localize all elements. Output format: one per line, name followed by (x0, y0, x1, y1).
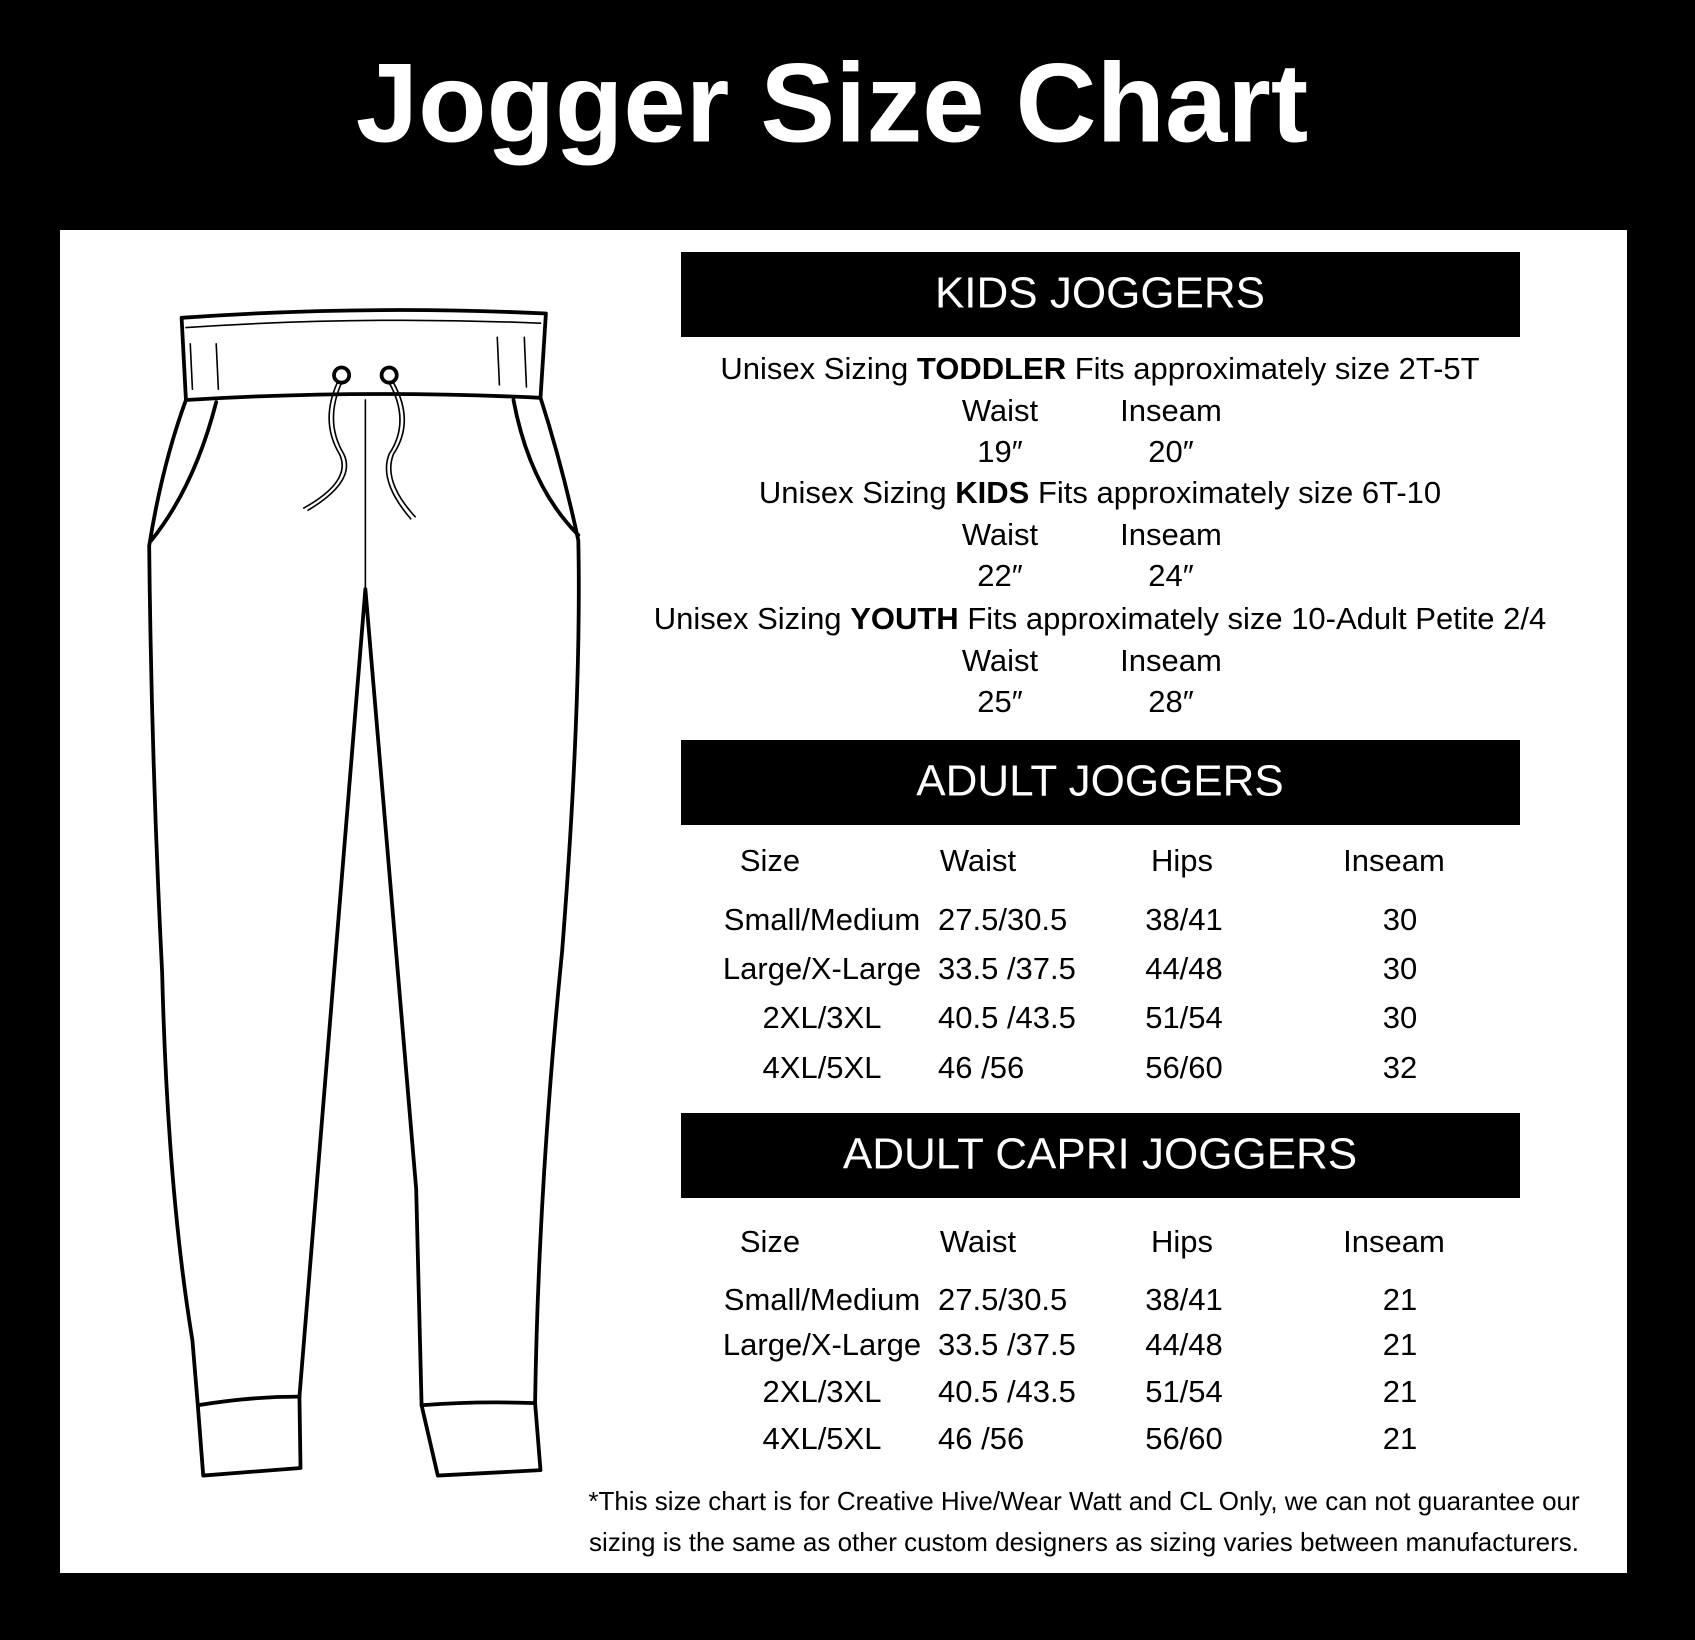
table-cell: 2XL/3XL (763, 1000, 882, 1035)
sizing-prefix: Unisex Sizing (720, 351, 908, 386)
measure-value: 25″ (977, 684, 1022, 719)
content-panel (60, 230, 1627, 1573)
table-cell: 46 /56 (938, 1421, 1024, 1456)
table-cell: 51/54 (1145, 1000, 1223, 1035)
section-bar (681, 740, 1520, 825)
sizing-emphasis: YOUTH (850, 601, 959, 636)
table-cell: 44/48 (1145, 951, 1223, 986)
measure-value: 22″ (977, 558, 1022, 593)
measure-value: 20″ (1148, 434, 1193, 469)
measure-label: Waist (962, 393, 1039, 428)
table-cell: 4XL/5XL (763, 1050, 882, 1085)
section-bar (681, 1113, 1520, 1198)
section-heading: ADULT CAPRI JOGGERS (843, 1130, 1357, 1179)
column-header: Hips (1151, 1224, 1213, 1259)
table-cell: 40.5 /43.5 (938, 1000, 1076, 1035)
table-cell: 27.5/30.5 (938, 902, 1067, 937)
table-cell: 30 (1383, 1000, 1417, 1035)
table-cell: 30 (1383, 951, 1417, 986)
table-cell: Small/Medium (724, 902, 920, 937)
sizing-prefix: Unisex Sizing (759, 475, 947, 510)
table-cell: Small/Medium (724, 1282, 920, 1317)
table-cell: 44/48 (1145, 1327, 1223, 1362)
section-bar (681, 252, 1520, 337)
measure-label: Waist (962, 517, 1039, 552)
table-cell: 21 (1383, 1374, 1417, 1409)
table-cell: 33.5 /37.5 (938, 1327, 1076, 1362)
page-title: Jogger Size Chart (356, 41, 1308, 166)
sizing-suffix: Fits approximately size 10-Adult Petite … (967, 601, 1546, 636)
table-cell: 33.5 /37.5 (938, 951, 1076, 986)
table-cell: 51/54 (1145, 1374, 1223, 1409)
section-heading: KIDS JOGGERS (935, 269, 1265, 318)
table-cell: 4XL/5XL (763, 1421, 882, 1456)
footnote-line: sizing is the same as other custom desig… (589, 1527, 1579, 1557)
column-header: Waist (940, 843, 1017, 878)
sizing-line: Unisex Sizing YOUTH Fits approximately s… (654, 601, 1547, 636)
measure-value: 24″ (1148, 558, 1193, 593)
table-cell: 30 (1383, 902, 1417, 937)
measure-label: Inseam (1120, 643, 1222, 678)
measure-label: Waist (962, 643, 1039, 678)
measure-label: Inseam (1120, 393, 1222, 428)
table-cell: Large/X-Large (723, 951, 921, 986)
table-cell: 27.5/30.5 (938, 1282, 1067, 1317)
table-cell: 46 /56 (938, 1050, 1024, 1085)
sizing-suffix: Fits approximately size 6T-10 (1038, 475, 1441, 510)
table-cell: 21 (1383, 1282, 1417, 1317)
measure-value: 28″ (1148, 684, 1193, 719)
table-cell: Large/X-Large (723, 1327, 921, 1362)
measure-label: Inseam (1120, 517, 1222, 552)
measure-value: 19″ (977, 434, 1022, 469)
table-cell: 32 (1383, 1050, 1417, 1085)
table-cell: 38/41 (1145, 1282, 1223, 1317)
footnote-line: *This size chart is for Creative Hive/We… (588, 1486, 1580, 1516)
column-header: Hips (1151, 843, 1213, 878)
sizing-emphasis: KIDS (955, 475, 1029, 510)
table-cell: 40.5 /43.5 (938, 1374, 1076, 1409)
sizing-line: Unisex Sizing TODDLER Fits approximately… (720, 351, 1479, 386)
table-cell: 38/41 (1145, 902, 1223, 937)
column-header: Inseam (1343, 1224, 1445, 1259)
table-cell: 21 (1383, 1421, 1417, 1456)
column-header: Inseam (1343, 843, 1445, 878)
section-heading: ADULT JOGGERS (916, 757, 1284, 806)
sizing-suffix: Fits approximately size 2T-5T (1075, 351, 1480, 386)
table-cell: 2XL/3XL (763, 1374, 882, 1409)
table-cell: 56/60 (1145, 1421, 1223, 1456)
column-header: Size (740, 843, 800, 878)
sizing-prefix: Unisex Sizing (654, 601, 842, 636)
pants-illustration (147, 308, 581, 1478)
table-cell: 21 (1383, 1327, 1417, 1362)
column-header: Size (740, 1224, 800, 1259)
column-header: Waist (940, 1224, 1017, 1259)
sizing-emphasis: TODDLER (917, 351, 1066, 386)
table-cell: 56/60 (1145, 1050, 1223, 1085)
sizing-line: Unisex Sizing KIDS Fits approximately si… (759, 475, 1441, 510)
